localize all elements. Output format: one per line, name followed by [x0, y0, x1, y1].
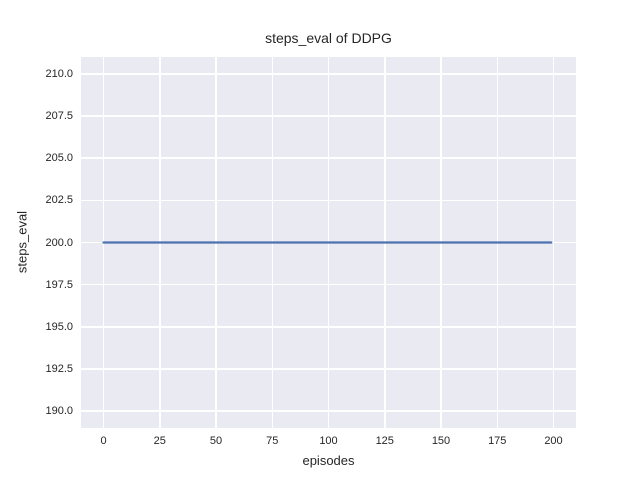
y-tick-label: 197.5 [45, 278, 73, 291]
x-tick-label: 75 [266, 435, 279, 447]
gridline-horizontal [81, 326, 576, 328]
x-tick-label: 175 [488, 435, 507, 447]
y-tick-label: 192.5 [45, 362, 73, 375]
y-tick-label: 205.0 [45, 152, 73, 165]
gridline-horizontal [81, 410, 576, 412]
y-tick-label: 195.0 [45, 320, 73, 333]
gridline-horizontal [81, 368, 576, 370]
y-tick-label: 210.0 [45, 67, 73, 80]
gridline-horizontal [81, 199, 576, 202]
gridline-horizontal [81, 115, 576, 117]
y-tick-label: 200.0 [45, 236, 73, 249]
y-tick-label: 207.5 [45, 110, 73, 123]
x-tick-label: 150 [431, 435, 451, 447]
series-layer [102, 241, 553, 244]
x-tick-label: 125 [375, 435, 394, 447]
plot-area [81, 57, 576, 428]
chart-title: steps_eval of DDPG [265, 30, 392, 46]
x-tick-label: 0 [100, 435, 107, 447]
x-tick-label: 100 [319, 435, 338, 447]
x-tick-label: 200 [544, 435, 563, 447]
y-tick-label: 202.5 [45, 194, 73, 207]
gridline-horizontal [81, 283, 576, 286]
gridline-horizontal [81, 73, 576, 75]
x-axis-label: episodes [302, 453, 355, 468]
x-tick-label: 25 [153, 435, 166, 447]
gridline-horizontal [81, 157, 576, 159]
y-tick-label: 190.0 [45, 405, 73, 418]
x-tick-label: 50 [209, 435, 223, 447]
